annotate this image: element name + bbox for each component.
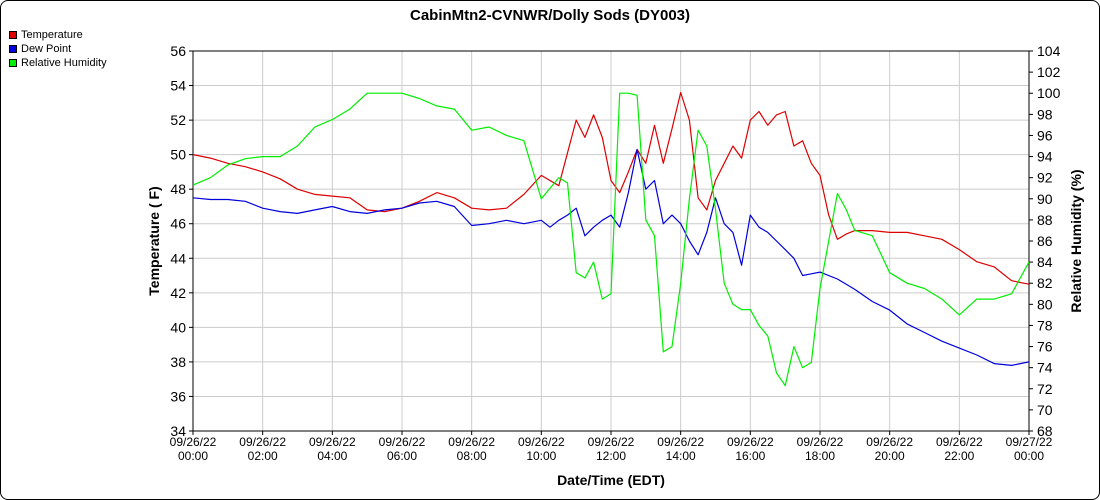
- x-tick-label-time: 04:00: [317, 449, 347, 463]
- legend-label-dew-point: Dew Point: [21, 43, 72, 55]
- y2-tick-label: 80: [1037, 296, 1053, 312]
- y2-tick-label: 100: [1037, 85, 1061, 101]
- x-tick-label-time: 06:00: [387, 449, 417, 463]
- x-tick-label-time: 16:00: [735, 449, 765, 463]
- y2-tick-label: 84: [1037, 254, 1053, 270]
- y2-tick-label: 92: [1037, 170, 1053, 186]
- y-tick-label: 40: [170, 319, 186, 335]
- y-tick-label: 42: [170, 285, 186, 301]
- y2-tick-label: 102: [1037, 64, 1061, 80]
- y2-tick-label: 88: [1037, 212, 1053, 228]
- y-tick-label: 46: [170, 216, 186, 232]
- x-tick-label-date: 09/26/22: [448, 435, 495, 449]
- y2-tick-label: 78: [1037, 317, 1053, 333]
- y-tick-label: 34: [170, 423, 186, 439]
- x-tick-label-date: 09/26/22: [727, 435, 774, 449]
- y-tick-label: 38: [170, 354, 186, 370]
- x-tick-label-date: 09/26/22: [588, 435, 635, 449]
- y-tick-label: 36: [170, 388, 186, 404]
- y-axis-title: Temperature ( F): [146, 186, 162, 295]
- y2-tick-label: 98: [1037, 106, 1053, 122]
- y-tick-label: 56: [170, 43, 186, 59]
- series-line-relative-humidity: [192, 92, 1030, 387]
- y-tick-label: 48: [170, 181, 186, 197]
- x-tick-label-time: 22:00: [944, 449, 974, 463]
- y2-tick-label: 72: [1037, 381, 1053, 397]
- x-axis-title: Date/Time (EDT): [557, 472, 665, 488]
- x-tick-label-time: 10:00: [526, 449, 556, 463]
- x-tick-label-date: 09/26/22: [309, 435, 356, 449]
- legend-item-dew-point: Dew Point: [9, 42, 107, 56]
- legend-label-relative-humidity: Relative Humidity: [21, 57, 107, 69]
- y2-axis-title: Relative Humidity (%): [1068, 169, 1084, 312]
- legend-item-temperature: Temperature: [9, 28, 107, 42]
- legend-swatch-dew-point: [9, 45, 17, 53]
- x-tick-label-time: 02:00: [248, 449, 278, 463]
- x-tick-label-date: 09/26/22: [936, 435, 983, 449]
- series-line-dew-point: [192, 148, 1030, 366]
- y2-tick-label: 90: [1037, 191, 1053, 207]
- x-tick-label-date: 09/26/22: [170, 435, 217, 449]
- y2-tick-label: 94: [1037, 149, 1053, 165]
- y2-tick-label: 68: [1037, 423, 1053, 439]
- y-tick-label: 44: [170, 250, 186, 266]
- y2-tick-label: 76: [1037, 339, 1053, 355]
- y-tick-label: 50: [170, 147, 186, 163]
- y2-tick-label: 74: [1037, 360, 1053, 376]
- x-tick-label-time: 08:00: [457, 449, 487, 463]
- y2-tick-label: 82: [1037, 275, 1053, 291]
- y2-tick-label: 104: [1037, 43, 1061, 59]
- x-tick-label-date: 09/26/22: [379, 435, 426, 449]
- x-tick-label-date: 09/26/22: [797, 435, 844, 449]
- chart-title: CabinMtn2-CVNWR/Dolly Sods (DY003): [410, 7, 690, 24]
- y-tick-label: 52: [170, 112, 186, 128]
- x-tick-label-time: 00:00: [1014, 449, 1044, 463]
- legend-item-relative-humidity: Relative Humidity: [9, 56, 107, 70]
- x-tick-label-date: 09/26/22: [518, 435, 565, 449]
- x-tick-label-date: 09/26/22: [866, 435, 913, 449]
- y2-tick-label: 70: [1037, 402, 1053, 418]
- legend-swatch-temperature: [9, 31, 17, 39]
- legend-swatch-relative-humidity: [9, 59, 17, 67]
- x-tick-label-time: 00:00: [178, 449, 208, 463]
- x-tick-label-time: 12:00: [596, 449, 626, 463]
- legend-label-temperature: Temperature: [21, 29, 83, 41]
- y2-tick-label: 86: [1037, 233, 1053, 249]
- x-tick-label-time: 14:00: [666, 449, 696, 463]
- y-tick-label: 54: [170, 78, 186, 94]
- x-tick-label-time: 20:00: [875, 449, 905, 463]
- legend: Temperature Dew Point Relative Humidity: [9, 28, 107, 70]
- y2-tick-label: 96: [1037, 127, 1053, 143]
- plot-border: [192, 50, 1030, 432]
- x-tick-label-date: 09/26/22: [239, 435, 286, 449]
- x-tick-label-date: 09/26/22: [657, 435, 704, 449]
- x-tick-label-date: 09/27/22: [1006, 435, 1053, 449]
- x-tick-label-time: 18:00: [805, 449, 835, 463]
